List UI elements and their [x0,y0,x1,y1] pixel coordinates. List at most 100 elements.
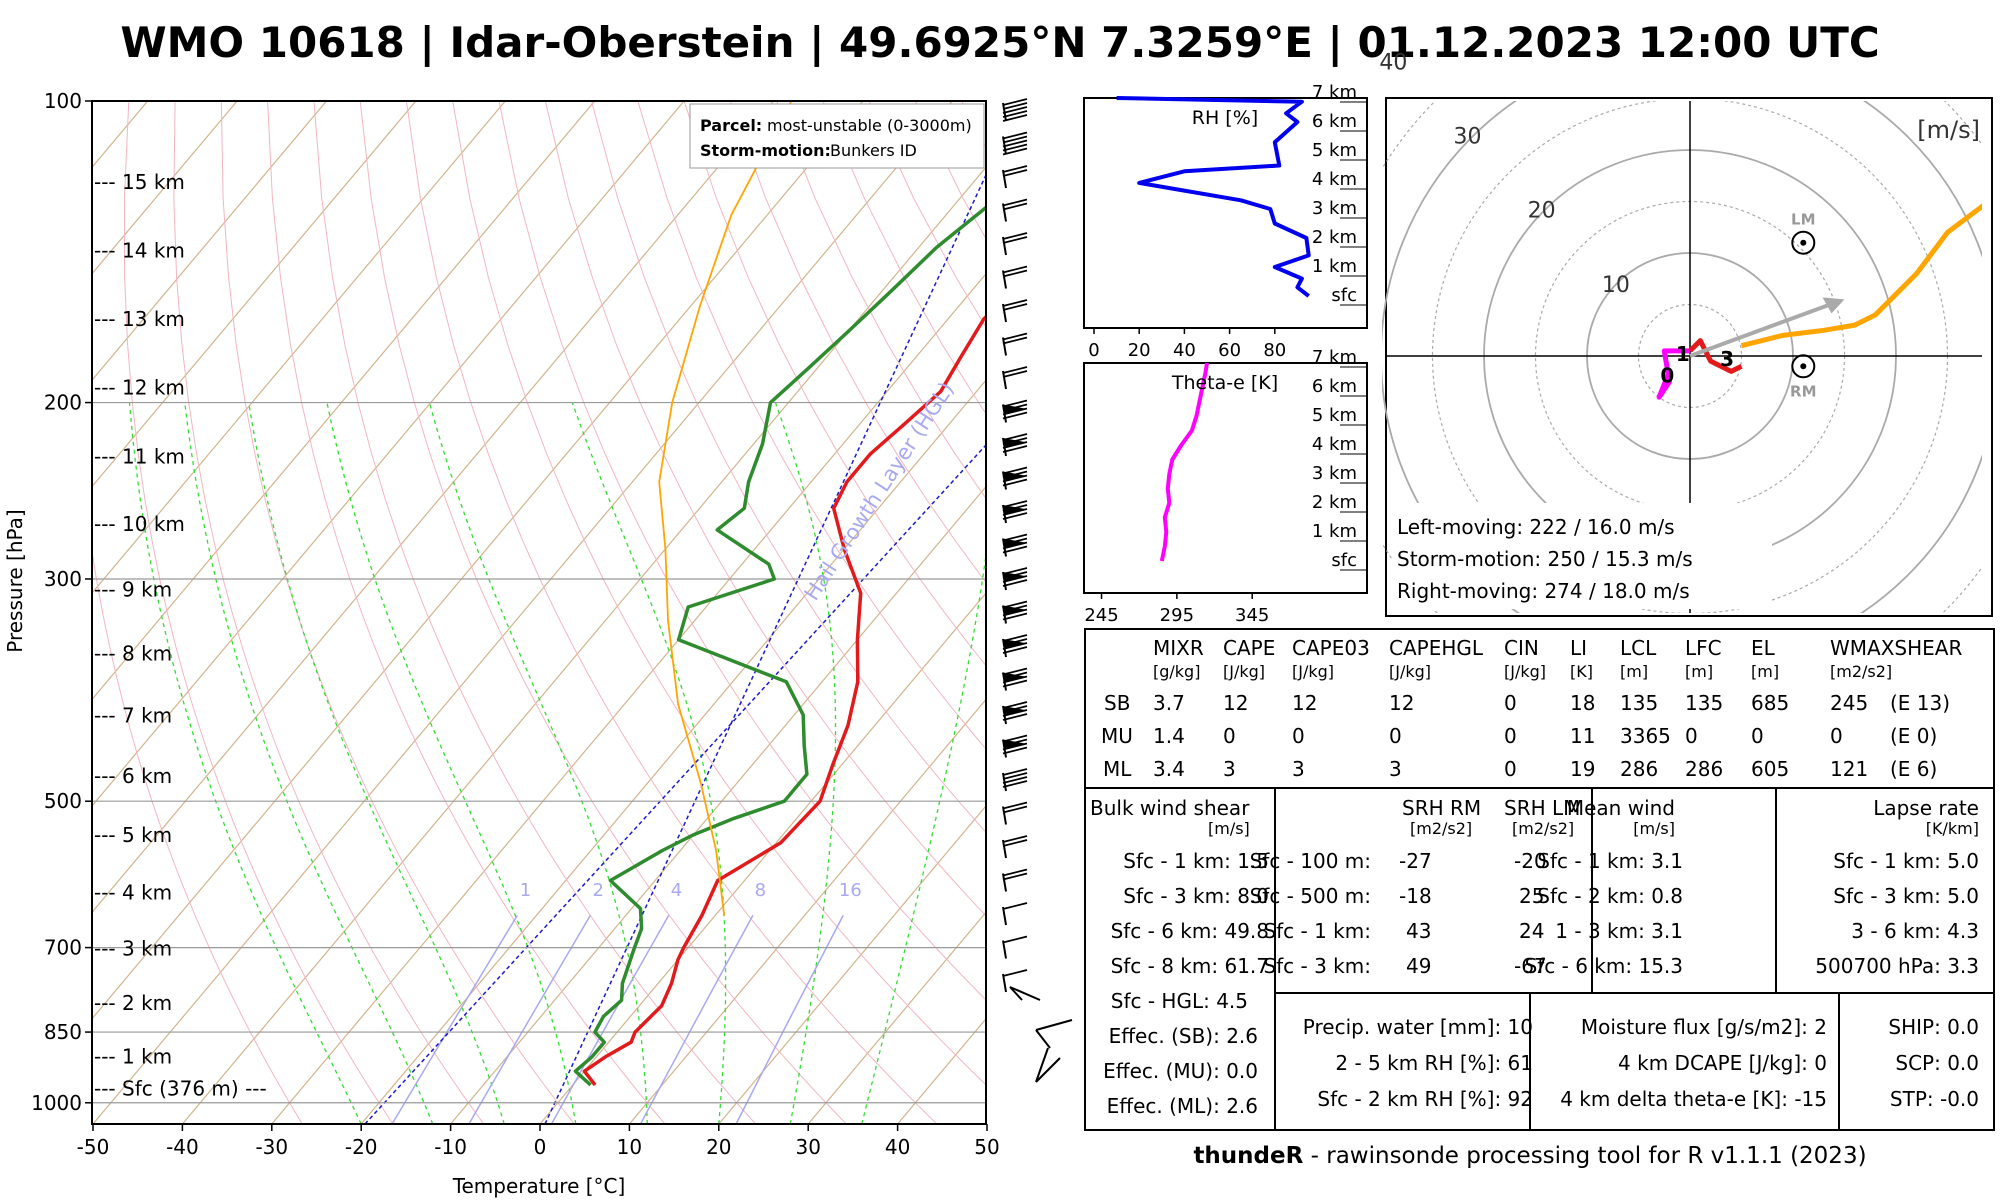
barb-flag [1002,776,1028,784]
theta-label: Theta-e [K] [1171,372,1278,394]
barb-flag [1002,147,1028,156]
lapse-row-1: Sfc - 3 km: 5.0 [1833,884,1979,908]
skewt-ylabel: Pressure [hPa] [3,509,27,652]
col-cape: CAPE [1223,636,1276,660]
barb-flag [1002,646,1028,654]
dry-adiabat [544,101,986,917]
barb-flag [1002,839,1028,847]
barb-pennant [1003,572,1025,582]
sb-el: 685 [1751,691,1790,715]
height-label: --- 13 km [94,307,185,331]
barb-flag [1002,705,1028,713]
barb-flag [1002,638,1028,646]
barb-flag [1002,541,1028,550]
ml-cape: 3 [1223,757,1236,781]
barb-flag [1002,512,1028,520]
barb-flag [1002,801,1028,810]
ml-lfc: 286 [1685,757,1724,781]
barb-staff [1002,906,1007,926]
barb-flag [1002,399,1028,408]
sb-wmaxshear: 245 [1830,691,1869,715]
delta-theta-e: 4 km delta theta-e [K]: -15 [1560,1087,1827,1111]
ml-lcl: 286 [1620,757,1659,781]
temperature-tick-label: -10 [434,1135,467,1159]
srh-row-1-lm: 25 [1519,884,1545,908]
barb-flag [1002,969,1028,977]
barb-flag [1002,701,1028,709]
mu-capehgl: 0 [1389,724,1402,748]
barb-flag [1002,600,1028,609]
dry-adiabat [92,548,303,1124]
srh-row-0-rm: -27 [1399,849,1432,873]
barb-pennant [1003,739,1025,750]
mu-lcl: 3365 [1620,724,1671,748]
height-tick-label: 6 km [1312,111,1357,132]
barb-staff [1002,839,1007,859]
unit-el: [m] [1751,662,1780,681]
isotherm-line [807,911,986,1124]
profile-line [1116,96,1311,298]
rh-sfc-2: Sfc - 2 km RH [%]: 92 [1317,1087,1533,1111]
dry-adiabat [313,101,756,1124]
skewt-frame [91,100,987,1125]
bulk-row-3: Sfc - 8 km: 61.7 [1110,954,1269,978]
lapse-row-2: 3 - 6 km: 4.3 [1851,919,1979,943]
barb-flag [1002,537,1028,546]
x-tick-label: 60 [1218,340,1241,361]
barb-staff [1002,337,1007,356]
storm-motion-arrow [1689,302,1832,358]
rm-label: RM [1790,382,1816,400]
height-tick-label: 6 km [1312,376,1357,397]
ml-el: 605 [1751,757,1790,781]
temperature-line [582,314,986,1087]
barb-flag [1002,114,1028,122]
barb-staff [1002,270,1007,289]
ml-capehgl: 3 [1389,757,1402,781]
dry-adiabat [359,101,847,1124]
barb-flag [1002,407,1028,416]
barb-pennant [1003,505,1025,515]
mean-row-2: 1 - 3 km: 3.1 [1555,919,1683,943]
height-label: --- 1 km [94,1044,172,1068]
rh-profile: 7 km 6 km 5 km 4 km 3 km 2 km 1 km sfc 0 20 40 60 80 [1088,82,1367,361]
barb-flag [1002,165,1028,173]
isotherm-line [181,166,986,1124]
height-label: --- 8 km [94,641,172,665]
srh-row-1-label: Sfc - 500 m: [1249,884,1371,908]
height-label: --- 12 km [94,376,185,400]
hgl-label: Hail Growth Layer (HGL) [800,378,959,605]
storm-motion-arrowhead [1822,297,1845,314]
mixing-ratio-label: 4 [671,880,682,901]
scp: SCP: 0.0 [1895,1051,1979,1075]
barb-staff [1002,873,1007,892]
ml-extra: (E 6) [1890,757,1938,781]
hodo-point-label: 3 [1720,347,1734,371]
srh-row-3-lm: -67 [1514,954,1547,978]
unit-cape: [J/kg] [1223,662,1266,681]
parcel-legend [689,103,985,169]
barb-staff [1002,303,1007,323]
ml-cape03: 3 [1292,757,1305,781]
srh-row-2-lm: 24 [1519,919,1545,943]
srh-row-3-label: Sfc - 3 km: [1263,954,1371,978]
moist-adiabat [861,550,986,1124]
left-moving-text: Left-moving: 222 / 16.0 m/s [1397,515,1675,539]
barb-flag [1002,738,1028,747]
temperature-tick-label: -50 [77,1135,110,1159]
barb-flag [1002,102,1028,110]
barb-staff [1009,986,1041,1001]
barb-flag [1002,642,1028,650]
height-tick-label: 1 km [1312,256,1357,277]
col-lcl: LCL [1620,636,1657,660]
moist-adiabat [184,402,434,1124]
col-lfc: LFC [1685,636,1722,660]
temperature-tick-label: 0 [534,1135,547,1159]
table-lines [1084,787,1995,1131]
isotherm-line [92,101,864,1020]
barb-pennant [1003,438,1025,448]
height-tick-label: sfc [1331,285,1357,306]
dry-adiabat [220,101,575,1124]
mixing-ratio-label: 1 [520,880,531,901]
dewpoint-line [573,205,986,1087]
rh-2-5: 2 - 5 km RH [%]: 61 [1335,1051,1533,1075]
